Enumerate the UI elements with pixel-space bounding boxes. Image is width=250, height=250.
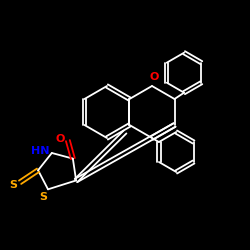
- Text: S: S: [39, 192, 47, 202]
- Text: S: S: [9, 180, 17, 190]
- Text: O: O: [55, 134, 64, 143]
- Text: HN: HN: [30, 146, 49, 156]
- Text: O: O: [149, 72, 159, 82]
